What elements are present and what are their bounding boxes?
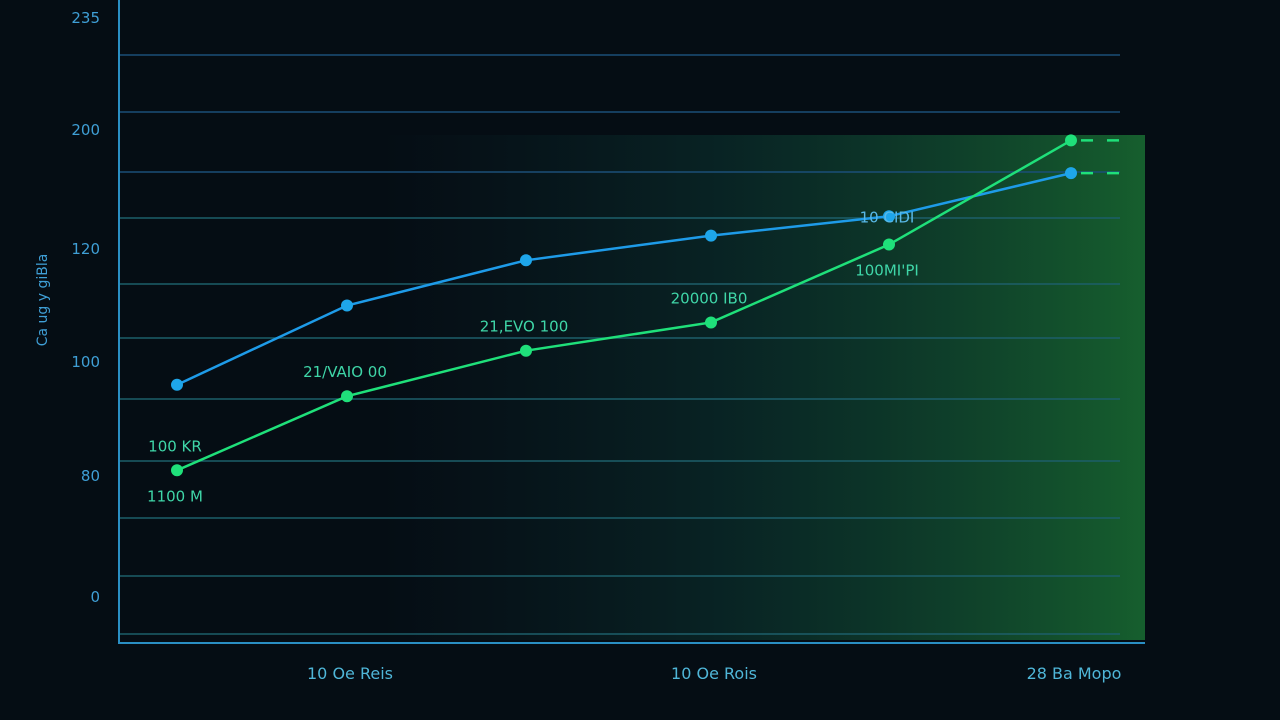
data-label: 10 CIDI [860, 208, 915, 226]
data-point [341, 390, 353, 403]
data-point [705, 316, 717, 329]
gridlines [119, 54, 1120, 635]
x-tick-label: 10 Oe Reis [307, 664, 393, 683]
data-point [883, 210, 895, 223]
x-tick-label: 28 Ba Mopo [1027, 664, 1122, 683]
data-label: 20000 IB0 [671, 289, 748, 307]
data-label: 100MI'PI [855, 262, 919, 280]
y-tick-label: 235 [71, 9, 100, 27]
x-tick-label: 10 Oe Rois [671, 664, 757, 683]
data-point [1065, 134, 1077, 147]
data-point [520, 344, 532, 357]
data-label: 21,EVO 100 [480, 318, 569, 336]
data-point [883, 238, 895, 251]
data-label: 21/VAIO 00 [303, 363, 387, 381]
y-tick-label: 200 [71, 121, 100, 139]
data-label: 100 KR [148, 437, 202, 455]
data-point [171, 464, 183, 477]
y-axis-label: Ca ug y giBla [35, 254, 51, 347]
data-point [520, 254, 532, 267]
y-tick-label: 0 [90, 588, 100, 606]
series-line-0 [176, 171, 1072, 386]
data-label: 1100 M [147, 487, 203, 505]
data-point [1065, 167, 1077, 180]
data-point [171, 378, 183, 391]
y-tick-label: 80 [81, 467, 100, 485]
y-tick-label: 120 [71, 240, 100, 258]
plot-glow [380, 135, 1145, 640]
series-line-1 [176, 139, 1072, 472]
y-tick-label: 100 [71, 353, 100, 371]
data-point [705, 229, 717, 242]
data-point [341, 299, 353, 312]
